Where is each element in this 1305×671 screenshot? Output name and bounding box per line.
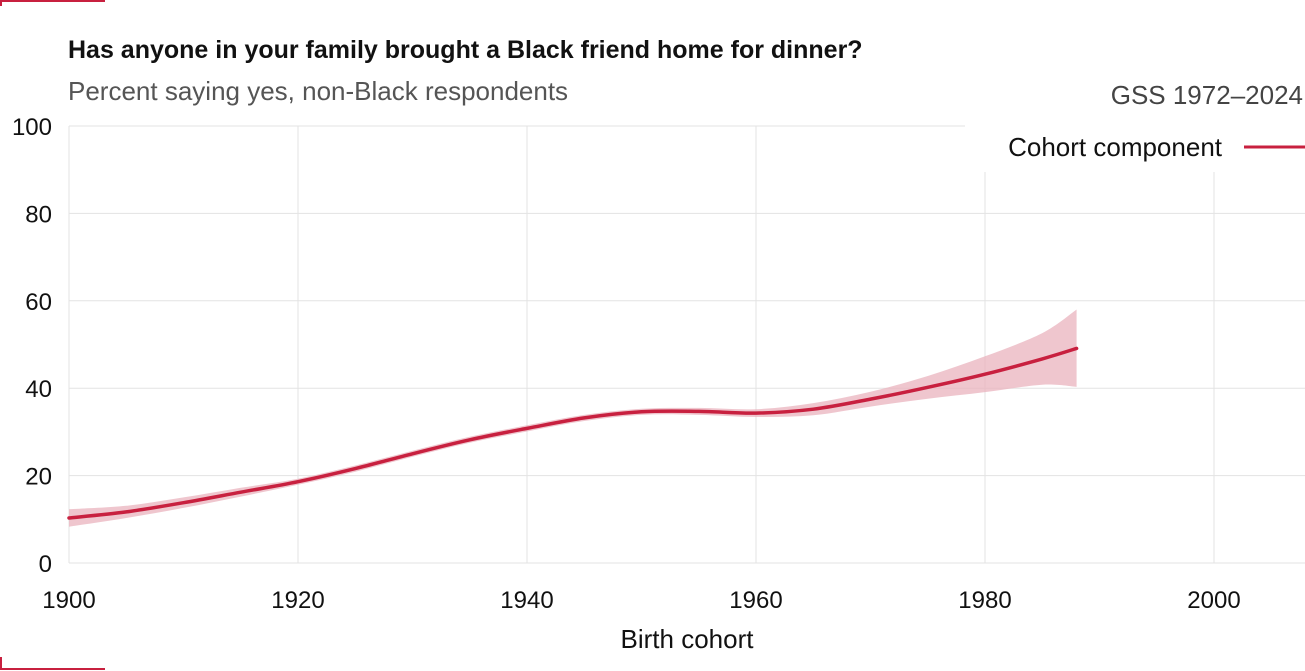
y-tick-label-5: 100 bbox=[12, 114, 52, 141]
x-tick-label-1: 1920 bbox=[271, 587, 324, 614]
chart-subtitle: Percent saying yes, non-Black respondent… bbox=[68, 76, 569, 106]
y-tick-label-4: 80 bbox=[25, 201, 52, 228]
x-axis-ticks: 1900 1920 1940 1960 1980 2000 bbox=[42, 587, 1240, 614]
x-axis-title: Birth cohort bbox=[621, 624, 755, 654]
corner-mark-bottom bbox=[0, 657, 105, 670]
y-tick-label-1: 20 bbox=[25, 464, 52, 491]
grid bbox=[68, 125, 1305, 564]
chart-title: Has anyone in your family brought a Blac… bbox=[68, 36, 863, 64]
series-line-0 bbox=[67, 346, 1079, 520]
corner-mark-top bbox=[0, 0, 105, 6]
x-tick-label-4: 1980 bbox=[958, 587, 1011, 614]
y-tick-label-3: 60 bbox=[25, 289, 52, 316]
x-tick-label-0: 1900 bbox=[42, 587, 95, 614]
y-tick-label-2: 40 bbox=[25, 376, 52, 403]
y-tick-label-0: 0 bbox=[39, 551, 52, 578]
series-line-layer bbox=[67, 346, 1079, 520]
y-axis-ticks: 0 20 40 60 80 100 bbox=[12, 114, 52, 578]
x-tick-label-3: 1960 bbox=[729, 587, 782, 614]
x-tick-label-2: 1940 bbox=[500, 587, 553, 614]
legend-label: Cohort component bbox=[1008, 132, 1223, 162]
source-label: GSS 1972–2024 bbox=[1110, 80, 1303, 110]
x-tick-label-5: 2000 bbox=[1187, 587, 1240, 614]
legend: Cohort component bbox=[965, 124, 1305, 172]
